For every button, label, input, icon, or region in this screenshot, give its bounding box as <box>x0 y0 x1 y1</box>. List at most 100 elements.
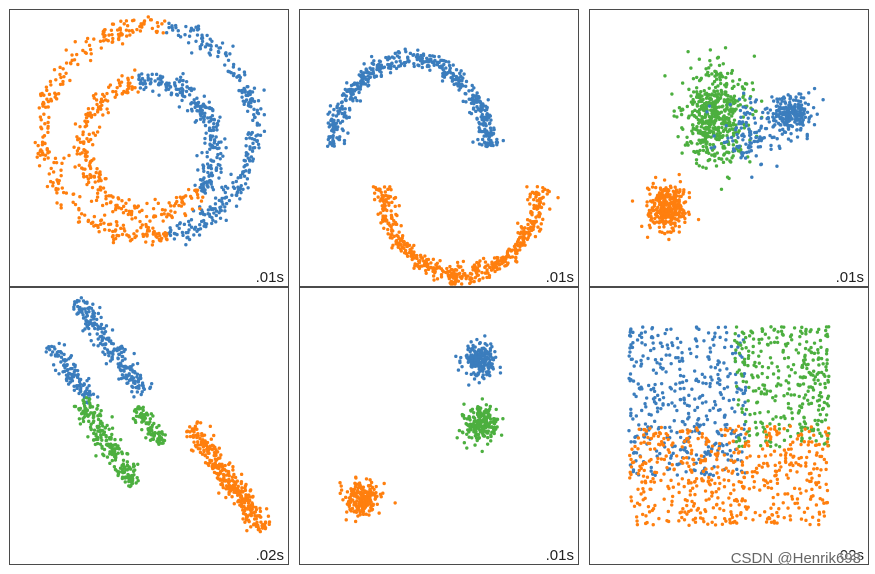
scatter-point-orange <box>203 461 208 465</box>
scatter-point-orange <box>527 233 531 238</box>
scatter-point-orange <box>667 203 672 208</box>
scatter-point-orange <box>75 52 79 57</box>
scatter-point-blue <box>398 59 402 63</box>
scatter-point-orange <box>114 89 118 94</box>
scatter-point-blue <box>791 98 796 102</box>
scatter-point-orange <box>59 173 63 178</box>
scatter-point-orange <box>244 513 248 517</box>
scatter-point-green <box>94 432 98 436</box>
scatter-point-green <box>103 426 107 430</box>
scatter-point-green <box>102 453 106 458</box>
scatter-point-orange <box>372 197 377 202</box>
scatter-point-blue <box>238 75 243 80</box>
scatter-point-orange <box>188 194 193 199</box>
scatter-point-blue <box>493 349 497 354</box>
scatter-point-orange <box>489 268 494 272</box>
scatter-point-green <box>120 467 125 471</box>
scatter-point-orange <box>115 85 119 90</box>
scatter-point-blue <box>88 332 92 336</box>
scatter-point-blue <box>195 229 199 233</box>
scatter-point-blue <box>678 381 682 385</box>
scatter-point-blue <box>122 376 126 380</box>
scatter-point-orange <box>239 495 244 500</box>
scatter-point-blue <box>763 126 768 131</box>
scatter-point-blue <box>439 64 444 68</box>
scatter-point-blue <box>180 83 185 87</box>
scatter-point-blue <box>203 191 208 195</box>
scatter-point-orange <box>477 269 481 273</box>
scatter-point-orange <box>390 200 394 205</box>
scatter-point-orange <box>390 246 394 250</box>
scatter-point-green <box>81 416 85 421</box>
scatter-point-orange <box>185 430 189 434</box>
scatter-point-blue <box>117 352 121 356</box>
scatter-point-orange <box>464 276 468 281</box>
scatter-point-orange <box>389 209 393 213</box>
scatter-point-green <box>727 176 731 181</box>
scatter-point-blue <box>120 358 125 363</box>
scatter-point-blue <box>231 181 235 185</box>
scatter-point-orange <box>238 492 242 497</box>
scatter-point-blue <box>182 222 187 227</box>
scatter-point-blue <box>432 61 436 65</box>
scatter-point-green <box>698 148 702 153</box>
scatter-point-green <box>475 423 479 427</box>
scatter-point-orange <box>673 198 677 203</box>
scatter-point-green <box>131 464 136 469</box>
scatter-point-green <box>148 417 153 421</box>
scatter-point-orange <box>89 175 93 179</box>
scatter-point-orange <box>513 249 518 253</box>
scatter-point-orange <box>418 253 423 257</box>
scatter-point-orange <box>477 263 481 267</box>
scatter-point-orange <box>687 191 691 195</box>
scatter-point-blue <box>634 360 639 364</box>
scatter-point-blue <box>202 169 206 173</box>
scatter-point-orange <box>89 221 94 226</box>
scatter-point-green <box>723 90 727 94</box>
scatter-point-orange <box>169 204 173 208</box>
scatter-point-blue <box>62 352 66 357</box>
scatter-point-green <box>93 442 98 447</box>
scatter-point-blue <box>203 123 208 128</box>
scatter-point-blue <box>458 359 462 363</box>
scatter-point-green <box>727 112 731 116</box>
scatter-point-blue <box>428 68 432 72</box>
scatter-point-green <box>133 468 137 472</box>
scatter-point-orange <box>173 210 177 214</box>
scatter-point-orange <box>472 279 476 284</box>
scatter-point-orange <box>169 209 173 213</box>
scatter-point-orange <box>383 214 387 219</box>
scatter-point-blue <box>358 87 363 91</box>
scatter-point-blue <box>204 131 208 135</box>
scatter-point-blue <box>252 86 257 90</box>
scatter-point-orange <box>456 279 461 283</box>
scatter-point-orange <box>165 215 169 219</box>
scatter-point-blue <box>794 95 798 99</box>
scatter-point-blue <box>470 88 474 92</box>
scatter-point-orange <box>115 223 119 228</box>
scatter-point-blue <box>98 341 103 346</box>
scatter-point-blue <box>234 204 239 208</box>
scatter-point-orange <box>46 124 50 129</box>
scatter-point-green <box>91 415 96 420</box>
scatter-point-blue <box>331 113 335 117</box>
scatter-point-orange <box>240 486 244 490</box>
scatter-point-blue <box>205 42 209 46</box>
scatter-point-orange <box>662 188 667 193</box>
scatter-point-orange <box>534 215 538 219</box>
scatter-point-orange <box>46 130 50 135</box>
scatter-point-blue <box>197 233 202 237</box>
scatter-point-orange <box>382 205 386 210</box>
scatter-point-green <box>695 124 699 129</box>
scatter-point-blue <box>217 198 221 203</box>
scatter-point-orange <box>227 477 231 482</box>
scatter-point-blue <box>199 113 203 118</box>
scatter-point-blue <box>91 392 96 396</box>
scatter-panel-3: .01s <box>589 9 869 287</box>
scatter-point-orange <box>175 199 179 204</box>
scatter-point-blue <box>357 90 361 95</box>
scatter-point-orange <box>236 488 241 493</box>
scatter-point-orange <box>534 219 538 223</box>
scatter-point-blue <box>215 121 220 126</box>
scatter-point-blue <box>340 111 344 116</box>
